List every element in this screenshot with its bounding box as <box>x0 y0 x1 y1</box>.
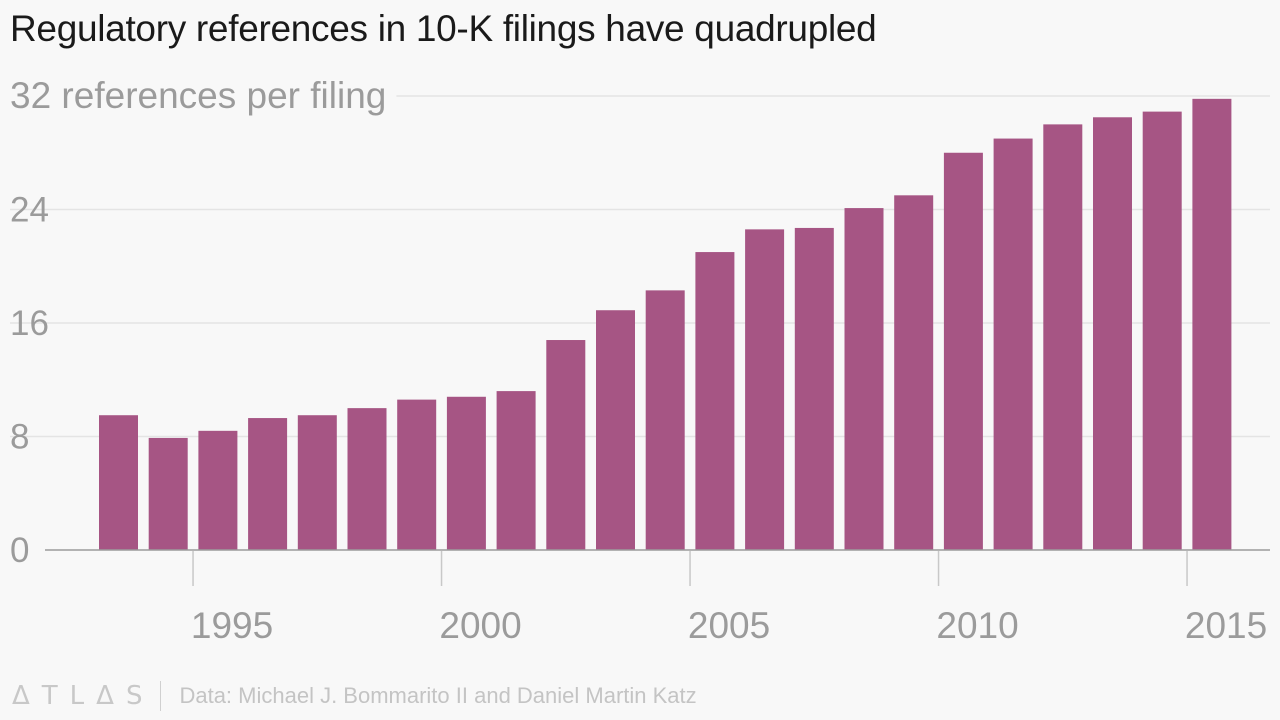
bar-2015 <box>1142 111 1182 550</box>
bar-1996 <box>198 430 238 550</box>
bar-1998 <box>297 415 337 550</box>
bar-1999 <box>347 408 387 550</box>
chart-title: Regulatory references in 10-K filings ha… <box>10 8 877 49</box>
footer: ΔTLΔS Data: Michael J. Bommarito II and … <box>12 680 697 712</box>
bar-2003 <box>546 340 586 550</box>
bar-chart: 0 8 16 24 32 references per filing 1995 2000 20… <box>0 73 1270 646</box>
bar-1995 <box>148 437 188 550</box>
bar-2009 <box>844 208 884 551</box>
bar-1994 <box>99 415 138 550</box>
x-tick-label: 2000 <box>439 605 521 646</box>
bar-2011 <box>943 152 983 550</box>
bar-2012 <box>993 138 1033 550</box>
y-tick-label: 16 <box>10 304 49 343</box>
bar-2001 <box>446 396 486 550</box>
source-note: Data: Michael J. Bommarito II and Daniel… <box>179 683 697 708</box>
y-tick-label: 24 <box>10 191 49 230</box>
bar-2013 <box>1043 124 1083 550</box>
footer-divider <box>160 681 162 711</box>
bar-2010 <box>894 195 934 550</box>
y-tick-label: 8 <box>10 418 29 457</box>
bar-2000 <box>397 399 437 550</box>
bar-2004 <box>596 310 635 550</box>
x-tick-label: 2015 <box>1185 605 1267 646</box>
bar-2014 <box>1093 117 1132 550</box>
bar-2006 <box>695 252 735 550</box>
bar-2002 <box>496 391 536 550</box>
x-tick-label: 1995 <box>191 605 273 646</box>
bar-1997 <box>248 418 288 550</box>
axes <box>45 549 1270 586</box>
bars <box>99 98 1232 551</box>
bar-2008 <box>794 227 834 550</box>
atlas-logo: ΔTLΔS <box>12 681 155 711</box>
y-tick-label: 0 <box>10 531 29 570</box>
x-tick-label: 2005 <box>688 605 770 646</box>
tick-labels: 0 8 16 24 32 references per filing 1995 2000 20… <box>0 73 1267 646</box>
bar-2007 <box>745 229 785 551</box>
y-label-background <box>0 73 397 118</box>
x-tick-label: 2010 <box>936 605 1018 646</box>
y-axis-top-label: 32 references per filing <box>10 75 386 116</box>
bar-2016 <box>1192 98 1232 551</box>
bar-2005 <box>645 290 685 550</box>
